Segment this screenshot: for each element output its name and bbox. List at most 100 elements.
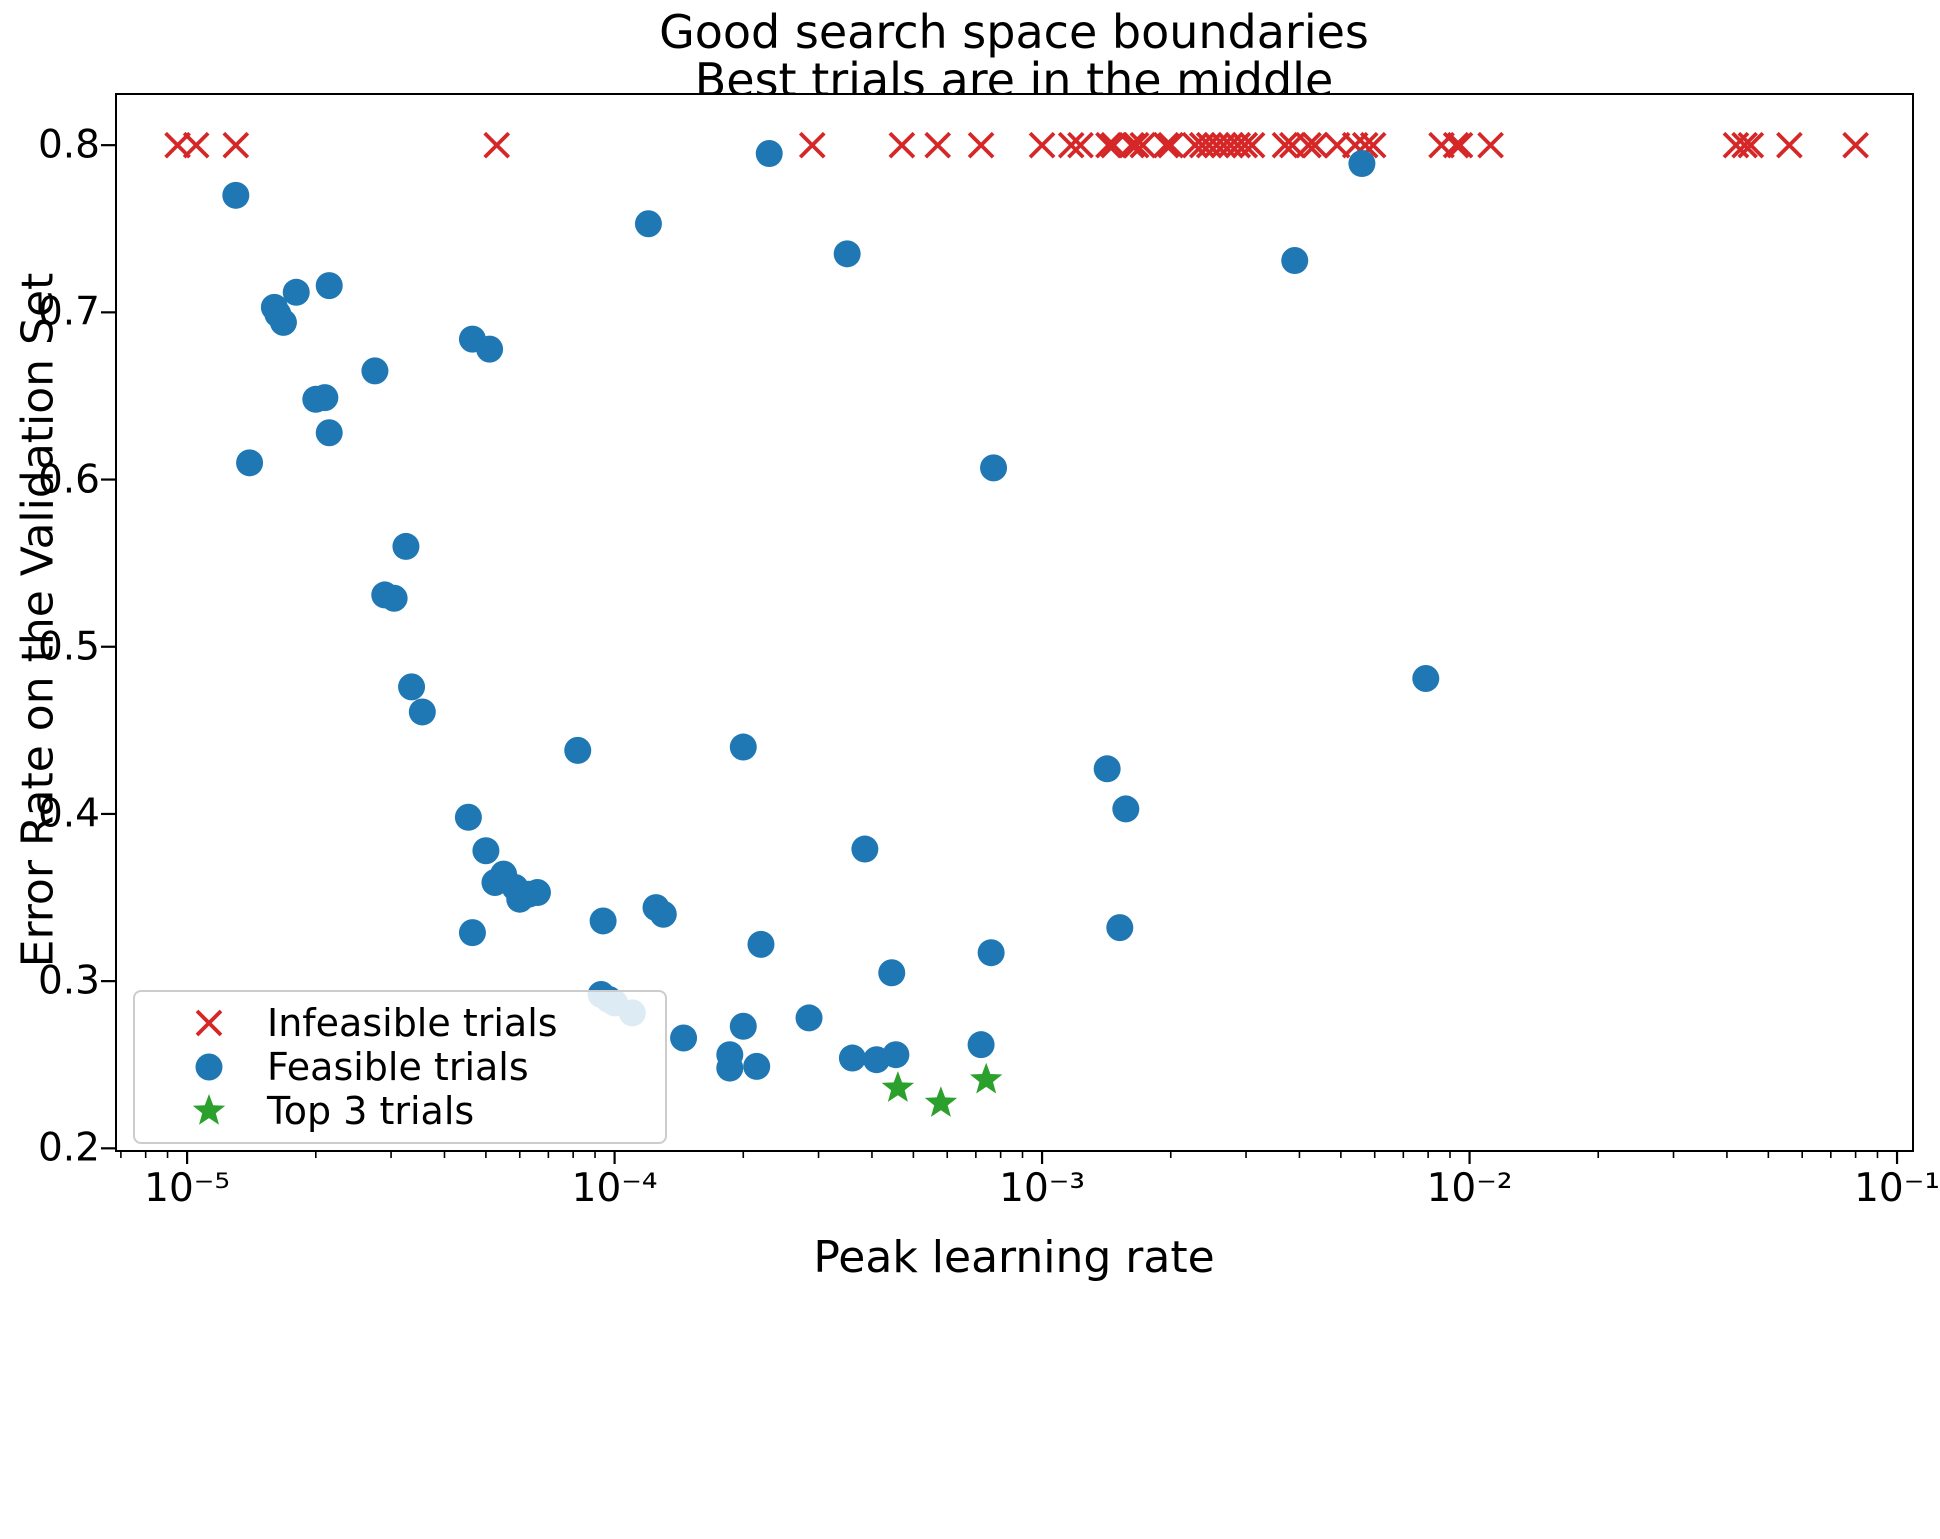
- y-tick-label: 0.6: [37, 457, 100, 503]
- infeasible-x-marker: [924, 131, 952, 159]
- feasible-dot-marker: [838, 1044, 866, 1072]
- feasible-dot-marker: [458, 919, 486, 947]
- infeasible-x-marker: [1442, 131, 1470, 159]
- feasible-dot-marker: [589, 907, 617, 935]
- infeasible-x-marker: [182, 131, 210, 159]
- infeasible-x-marker: [798, 131, 826, 159]
- y-tick-label: 0.3: [37, 958, 100, 1004]
- infeasible-x-marker: [1776, 131, 1803, 159]
- infeasible-x-marker: [1057, 131, 1085, 159]
- feasible-dot-marker: [878, 959, 906, 987]
- feasible-dot-marker: [882, 1041, 910, 1069]
- feasible-dot-marker: [398, 673, 426, 701]
- infeasible-x-marker: [1067, 131, 1094, 159]
- feasible-dot-marker: [967, 1031, 995, 1059]
- feasible-dot-marker: [454, 803, 482, 831]
- legend-item-infeasible-trials: Infeasible trials: [135, 1001, 665, 1045]
- legend-label-feasible: Feasible trials: [267, 1045, 529, 1089]
- feasible-dot-marker: [315, 272, 343, 300]
- infeasible-x-marker: [1152, 131, 1180, 159]
- x-marker-icon: [177, 1001, 241, 1045]
- x-tick-label: 10⁻¹: [1854, 1166, 1940, 1211]
- infeasible-x-marker: [1129, 131, 1157, 159]
- scatter-canvas: [101, 131, 1899, 1164]
- y-tick-label: 0.5: [37, 624, 100, 670]
- circle-marker-icon: [177, 1045, 241, 1089]
- y-tick-label: 0.8: [37, 122, 100, 168]
- feasible-dot-marker: [729, 733, 757, 761]
- infeasible-x-marker: [1271, 131, 1299, 159]
- infeasible-x-marker: [1301, 131, 1329, 159]
- legend-label-top3: Top 3 trials: [267, 1089, 475, 1133]
- infeasible-x-marker: [1737, 131, 1765, 159]
- infeasible-x-marker: [483, 131, 511, 159]
- feasible-dot-marker: [380, 584, 408, 612]
- infeasible-x-marker: [1731, 131, 1758, 159]
- feasible-dot-marker: [472, 837, 500, 865]
- feasible-dot-marker: [564, 736, 592, 764]
- feasible-dot-marker: [476, 335, 504, 363]
- feasible-dot-marker: [1112, 795, 1140, 823]
- y-axis-label: Error Rate on the Validation Set: [12, 272, 64, 968]
- chart-title: Good search space boundaries Best trials…: [659, 8, 1369, 105]
- legend-item-feasible-trials: Feasible trials: [135, 1045, 665, 1089]
- infeasible-x-marker: [888, 131, 916, 159]
- feasible-dot-marker: [716, 1054, 744, 1082]
- legend: Infeasible trials Feasible trials Top 3 …: [133, 990, 667, 1144]
- feasible-dot-marker: [977, 939, 1005, 967]
- y-tick-label: 0.7: [37, 289, 100, 335]
- legend-label-infeasible: Infeasible trials: [267, 1001, 558, 1045]
- infeasible-x-marker: [1118, 131, 1145, 159]
- feasible-dot-marker: [1348, 150, 1376, 178]
- infeasible-x-marker: [222, 131, 250, 159]
- feasible-dot-marker: [392, 532, 420, 560]
- infeasible-x-marker: [1295, 131, 1322, 159]
- feasible-dot-marker: [1106, 914, 1134, 942]
- feasible-dot-marker: [269, 308, 297, 336]
- feasible-dot-marker: [743, 1052, 771, 1080]
- y-tick-label: 0.2: [37, 1125, 100, 1171]
- feasible-dot-marker: [408, 698, 436, 726]
- x-tick-label: 10⁻²: [1426, 1166, 1513, 1211]
- feasible-dot-marker: [649, 900, 677, 928]
- infeasible-x-marker: [1842, 131, 1869, 159]
- feasible-dot-marker: [315, 419, 343, 447]
- infeasible-x-marker: [1231, 131, 1259, 159]
- infeasible-x-marker: [1095, 131, 1122, 159]
- feasible-dot-marker: [747, 930, 775, 958]
- feasible-dot-marker: [755, 140, 783, 168]
- legend-item-top3-trials: Top 3 trials: [135, 1089, 665, 1133]
- star-glyph: [192, 1094, 226, 1125]
- feasible-dot-marker: [1093, 755, 1121, 783]
- x-axis-label: Peak learning rate: [813, 1232, 1215, 1283]
- feasible-dot-marker: [311, 384, 339, 412]
- infeasible-x-marker: [1477, 131, 1504, 159]
- feasible-dot-marker: [851, 835, 879, 863]
- feasible-dot-marker: [1281, 247, 1309, 275]
- plot-area: Infeasible trials Feasible trials Top 3 …: [101, 93, 1914, 1164]
- infeasible-x-marker: [1122, 131, 1150, 159]
- y-tick-label: 0.4: [37, 791, 100, 837]
- feasible-dot-marker: [222, 181, 250, 209]
- top3-star-marker: [970, 1062, 1003, 1094]
- chart-title-line1: Good search space boundaries: [659, 5, 1369, 59]
- top3-star-marker: [924, 1086, 958, 1117]
- infeasible-x-marker: [1446, 131, 1474, 159]
- x-tick-label: 10⁻⁵: [144, 1166, 231, 1211]
- feasible-dot-marker: [670, 1024, 698, 1052]
- feasible-dot-marker: [523, 879, 551, 907]
- feasible-dot-marker: [282, 278, 310, 306]
- feasible-dot-marker: [729, 1012, 757, 1040]
- circle-glyph: [195, 1053, 223, 1081]
- infeasible-x-marker: [1157, 131, 1185, 159]
- feasible-dot-marker: [795, 1004, 823, 1032]
- x-tick-label: 10⁻⁴: [571, 1166, 658, 1211]
- infeasible-x-marker: [1028, 131, 1056, 159]
- feasible-dot-marker: [634, 210, 662, 238]
- infeasible-x-marker: [967, 131, 995, 159]
- feasible-dot-marker: [361, 357, 389, 385]
- star-marker-icon: [177, 1089, 241, 1133]
- feasible-dot-marker: [833, 240, 861, 268]
- top3-star-marker: [881, 1071, 915, 1102]
- feasible-dot-marker: [1412, 665, 1440, 693]
